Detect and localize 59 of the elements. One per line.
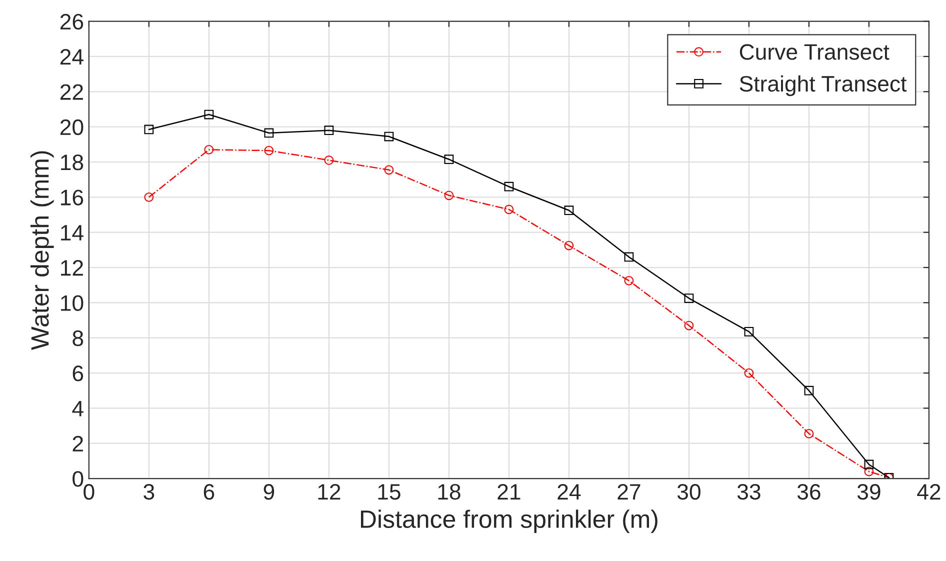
y-axis-title: Water depth (mm) xyxy=(30,151,54,350)
x-tick-label: 39 xyxy=(857,484,880,500)
point xyxy=(684,320,694,330)
x-tick-label: 33 xyxy=(737,484,760,500)
y-tick-label: 6 xyxy=(72,366,84,382)
y-tick-label: 8 xyxy=(72,330,84,346)
point xyxy=(144,124,154,134)
point xyxy=(624,252,634,262)
y-tick-label: 2 xyxy=(72,436,83,452)
point xyxy=(684,294,694,303)
x-tick-label: 6 xyxy=(204,484,214,500)
point xyxy=(264,128,274,138)
x-tick-label: 15 xyxy=(378,484,400,500)
x-tick-label: 12 xyxy=(318,484,340,500)
y-tick-label: 14 xyxy=(61,225,84,240)
point xyxy=(204,110,214,120)
x-tick-label: 36 xyxy=(797,484,820,500)
y-tick-label: 12 xyxy=(61,260,83,276)
point xyxy=(864,466,874,476)
point xyxy=(384,132,394,142)
point xyxy=(204,145,214,154)
y-tick-label: 18 xyxy=(61,154,84,170)
x-tick-label: 27 xyxy=(618,484,640,500)
point xyxy=(504,182,514,192)
y-tick-label: 26 xyxy=(60,14,84,30)
legend-label: Straight Transect xyxy=(740,75,907,96)
point xyxy=(144,192,154,202)
point xyxy=(564,206,574,216)
point xyxy=(324,126,334,136)
point xyxy=(864,460,874,470)
x-tick-label: 0 xyxy=(84,484,94,500)
point xyxy=(804,386,814,396)
point xyxy=(744,327,754,336)
x-tick-label: 30 xyxy=(677,484,700,500)
point xyxy=(564,240,574,250)
y-tick-label: 22 xyxy=(60,84,83,100)
point xyxy=(804,429,814,438)
point xyxy=(384,165,394,175)
x-tick-label: 24 xyxy=(558,484,581,500)
x-axis-title: Distance from sprinkler (m) xyxy=(360,510,658,533)
y-tick-label: 16 xyxy=(61,190,84,206)
y-tick-label: 20 xyxy=(60,119,84,136)
x-tick-label: 3 xyxy=(144,484,154,500)
x-tick-label: 18 xyxy=(438,484,460,500)
y-tick-label: 0 xyxy=(72,471,84,487)
point xyxy=(444,190,454,200)
x-tick-label: 42 xyxy=(917,484,940,500)
point xyxy=(744,368,754,378)
point xyxy=(504,204,514,214)
x-tick-label: 21 xyxy=(498,484,520,500)
point xyxy=(444,154,454,164)
point xyxy=(624,276,634,286)
y-tick-label: 24 xyxy=(60,49,84,65)
legend-label: Curve Transect xyxy=(740,44,890,60)
point xyxy=(264,146,274,156)
y-tick-label: 4 xyxy=(72,400,84,416)
x-tick-label: 9 xyxy=(264,484,274,500)
point xyxy=(324,156,334,165)
y-tick-label: 10 xyxy=(61,295,84,311)
